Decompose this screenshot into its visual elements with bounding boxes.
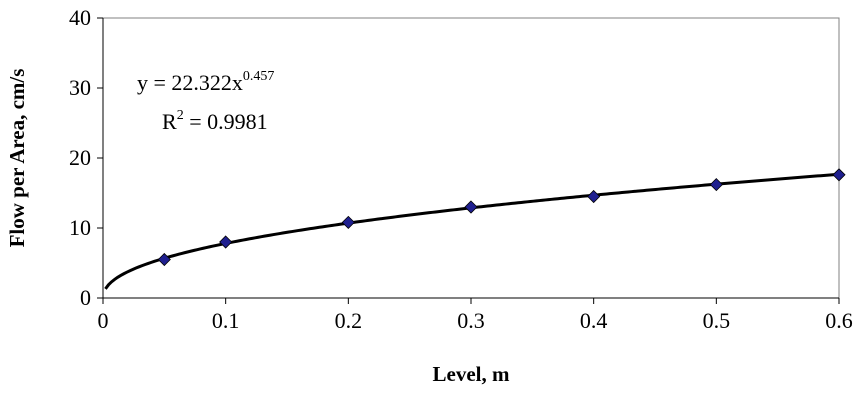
x-tick-label: 0.2 bbox=[335, 308, 363, 333]
x-tick-label: 0.1 bbox=[212, 308, 240, 333]
x-axis-title: Level, m bbox=[433, 362, 510, 386]
data-point bbox=[709, 178, 723, 192]
x-tick-label: 0.6 bbox=[825, 308, 853, 333]
x-tick-label: 0.4 bbox=[580, 308, 608, 333]
plot-area bbox=[102, 17, 840, 299]
x-tick-label: 0 bbox=[98, 308, 109, 333]
y-tick-label: 40 bbox=[69, 5, 91, 30]
trendline-equation: y = 22.322x0.457 bbox=[137, 69, 274, 95]
y-tick-label: 10 bbox=[69, 215, 91, 240]
x-ticks: 0 0.1 0.2 0.3 0.4 0.5 0.6 bbox=[98, 298, 853, 333]
x-tick-label: 0.5 bbox=[703, 308, 731, 333]
y-tick-label: 0 bbox=[80, 285, 91, 310]
y-ticks: 0 10 20 30 40 bbox=[69, 5, 103, 310]
data-points bbox=[157, 168, 846, 267]
data-point bbox=[464, 200, 478, 214]
data-point bbox=[157, 252, 171, 267]
data-point bbox=[341, 215, 355, 229]
data-point bbox=[832, 168, 846, 182]
x-tick-label: 0.3 bbox=[457, 308, 485, 333]
data-point bbox=[587, 189, 601, 204]
y-tick-label: 30 bbox=[69, 75, 91, 100]
y-tick-label: 20 bbox=[69, 145, 91, 170]
y-axis-title: Flow per Area, cm/s bbox=[5, 69, 29, 248]
r-squared-label: R2 = 0.9981 bbox=[162, 108, 268, 134]
data-point bbox=[219, 235, 233, 249]
